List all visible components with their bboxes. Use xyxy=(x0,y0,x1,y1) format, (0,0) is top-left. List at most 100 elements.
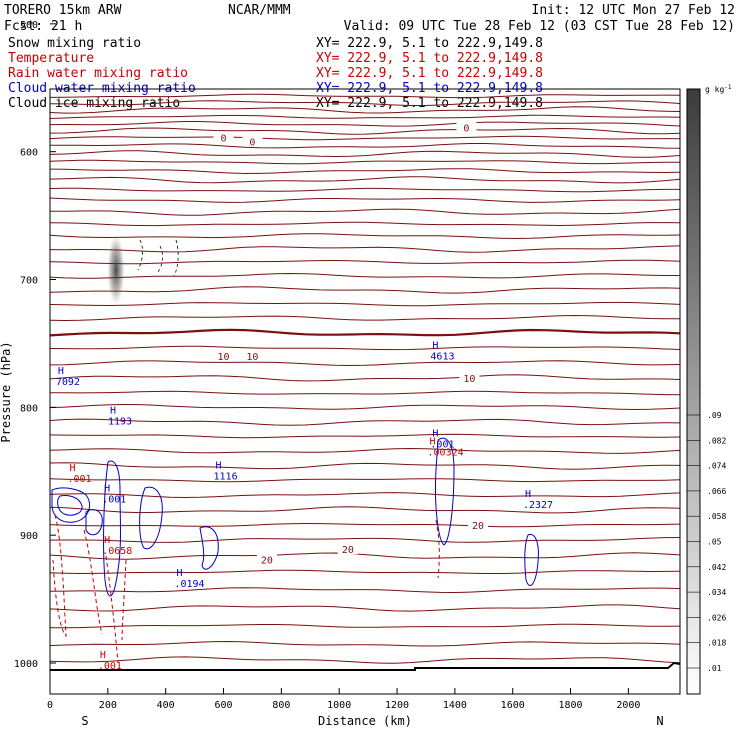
temperature-isotherm xyxy=(50,314,680,322)
temperature-isotherm xyxy=(50,208,680,216)
temperature-isotherm xyxy=(50,374,680,382)
maximum-h-marker: H xyxy=(525,489,531,500)
temperature-isotherm xyxy=(50,233,680,240)
model-label: TORERO 15km ARW xyxy=(4,3,122,18)
snow-shading xyxy=(107,234,125,306)
maximum-h-marker: H xyxy=(104,535,110,546)
temperature-label-bg xyxy=(242,350,263,362)
field-xy-snow: XY= 222.9, 5.1 to 222.9,149.8 xyxy=(316,36,543,51)
maximum-value-label: 1116 xyxy=(214,472,238,483)
temperature-isotherm xyxy=(50,462,680,470)
temperature-isotherm xyxy=(50,93,680,99)
temperature-isotherm xyxy=(50,587,680,594)
field-name-temperature: Temperature xyxy=(8,51,94,66)
temperature-isotherm xyxy=(50,522,680,528)
temperature-isotherm xyxy=(50,197,680,203)
temperature-isotherm xyxy=(50,100,680,106)
rain-water-contour xyxy=(121,559,127,641)
maximum-value-label: .2327 xyxy=(523,500,553,511)
temperature-isotherm xyxy=(50,176,680,184)
temperature-label-bg xyxy=(468,518,489,530)
maximum-h-marker: H xyxy=(176,568,182,579)
ground-surface-line xyxy=(50,661,680,671)
colorbar xyxy=(686,88,701,695)
maximum-value-label: 7092 xyxy=(56,377,80,388)
rain-water-contour xyxy=(105,555,119,663)
x-tick-label: 2000 xyxy=(616,700,640,711)
temperature-isotherm xyxy=(50,168,680,175)
x-end-label-south: S xyxy=(81,714,88,728)
colorbar-tick-label: .05 xyxy=(707,538,722,547)
maximum-h-marker: H xyxy=(430,436,436,447)
field-name-snow: Snow mixing ratio xyxy=(8,36,141,51)
temperature-label: 0 xyxy=(221,134,227,145)
maximum-value-label: .001 xyxy=(67,474,91,485)
field-name-cloud-ice: Cloud ice mixing ratio xyxy=(8,96,180,111)
maximum-value-label: 1193 xyxy=(108,417,132,428)
plot-frame xyxy=(49,88,681,695)
temperature-label-bg xyxy=(213,350,234,362)
y-tick-label: 700 xyxy=(20,276,38,287)
x-tick-label: 1200 xyxy=(385,700,409,711)
temperature-isotherm xyxy=(50,301,680,307)
temperature-contour-labels: -40-30-30-30-20-20-20-10-10-100001010102… xyxy=(213,121,489,566)
y-tick-label: 500 xyxy=(20,20,38,31)
x-tick-label: 600 xyxy=(214,700,232,711)
temperature-isotherm xyxy=(50,478,680,483)
temperature-isotherm xyxy=(50,656,680,664)
temperature-isotherm xyxy=(50,447,680,454)
maximum-value-label: 4613 xyxy=(430,351,454,362)
org-label: NCAR/MMM xyxy=(228,3,291,18)
temperature-isotherm xyxy=(50,114,680,119)
temperature-isotherm xyxy=(50,403,680,411)
colorbar-tick-label: .082 xyxy=(707,436,726,445)
x-tick-label: 400 xyxy=(157,700,175,711)
plot-content: -40-30-30-30-20-20-20-10-10-100001010102… xyxy=(50,93,680,672)
colorbar-tick-label: .042 xyxy=(707,563,726,572)
colorbar-tick-label: .074 xyxy=(707,462,726,471)
snow-contour xyxy=(173,239,179,277)
maximum-value-label: .0658 xyxy=(102,546,132,557)
valid-label: Valid: 09 UTC Tue 28 Feb 12 (03 CST Tue … xyxy=(344,19,735,34)
cloud-water-contour xyxy=(139,486,163,550)
x-tick-label: 800 xyxy=(272,700,290,711)
temperature-isotherm xyxy=(50,623,680,629)
temperature-isotherm xyxy=(50,259,680,265)
temperature-contours xyxy=(50,93,680,664)
temperature-isotherm xyxy=(50,604,680,612)
field-xy-rain: XY= 222.9, 5.1 to 222.9,149.8 xyxy=(316,66,543,81)
maximum-value-label: .001 xyxy=(98,661,122,672)
temperature-isotherm xyxy=(50,143,680,149)
field-name-rain: Rain water mixing ratio xyxy=(8,66,188,81)
snow-contours xyxy=(137,239,179,277)
temperature-isotherm xyxy=(50,552,680,560)
cloud-water-contours xyxy=(51,437,539,597)
maximum-h-marker: H xyxy=(100,650,106,661)
colorbar-unit: g kg-1 xyxy=(705,84,732,94)
rain-water-contour xyxy=(52,514,67,638)
colorbar-tick-label: .018 xyxy=(707,639,726,648)
maximum-value-label: .001 xyxy=(102,495,126,506)
field-xy-cloud-ice: XY= 222.9, 5.1 to 222.9,149.8 xyxy=(316,96,543,111)
x-tick-label: 1000 xyxy=(327,700,351,711)
rain-water-contour xyxy=(83,529,103,635)
temperature-isotherm xyxy=(50,345,680,351)
fcst-label: Fcst: 21 h xyxy=(4,19,82,34)
temperature-label: 20 xyxy=(472,521,484,532)
temperature-label-bg xyxy=(242,135,263,147)
temperature-isotherm xyxy=(50,135,680,141)
temperature-isotherm xyxy=(50,360,680,367)
maximum-h-marker: H xyxy=(216,461,222,472)
temperature-label: 0 xyxy=(463,123,469,134)
temperature-isotherm xyxy=(50,286,680,294)
maxima-labels: H.000529H.000505H.000413H.000059H.00243H… xyxy=(56,340,553,672)
cloud-water-contour xyxy=(103,460,121,597)
colorbar-ticks: .01 .018 .026 .034 .042 .05 .058 .066 .074 .082 .0… xyxy=(687,411,726,673)
maximum-h-marker: H xyxy=(58,366,64,377)
temperature-isotherm xyxy=(50,569,680,575)
cloud-water-contour xyxy=(85,509,103,536)
y-axis-title: Pressure (hPa) xyxy=(0,341,13,442)
colorbar-tick-label: .026 xyxy=(707,613,726,622)
colorbar-tick-label: .058 xyxy=(707,512,726,521)
